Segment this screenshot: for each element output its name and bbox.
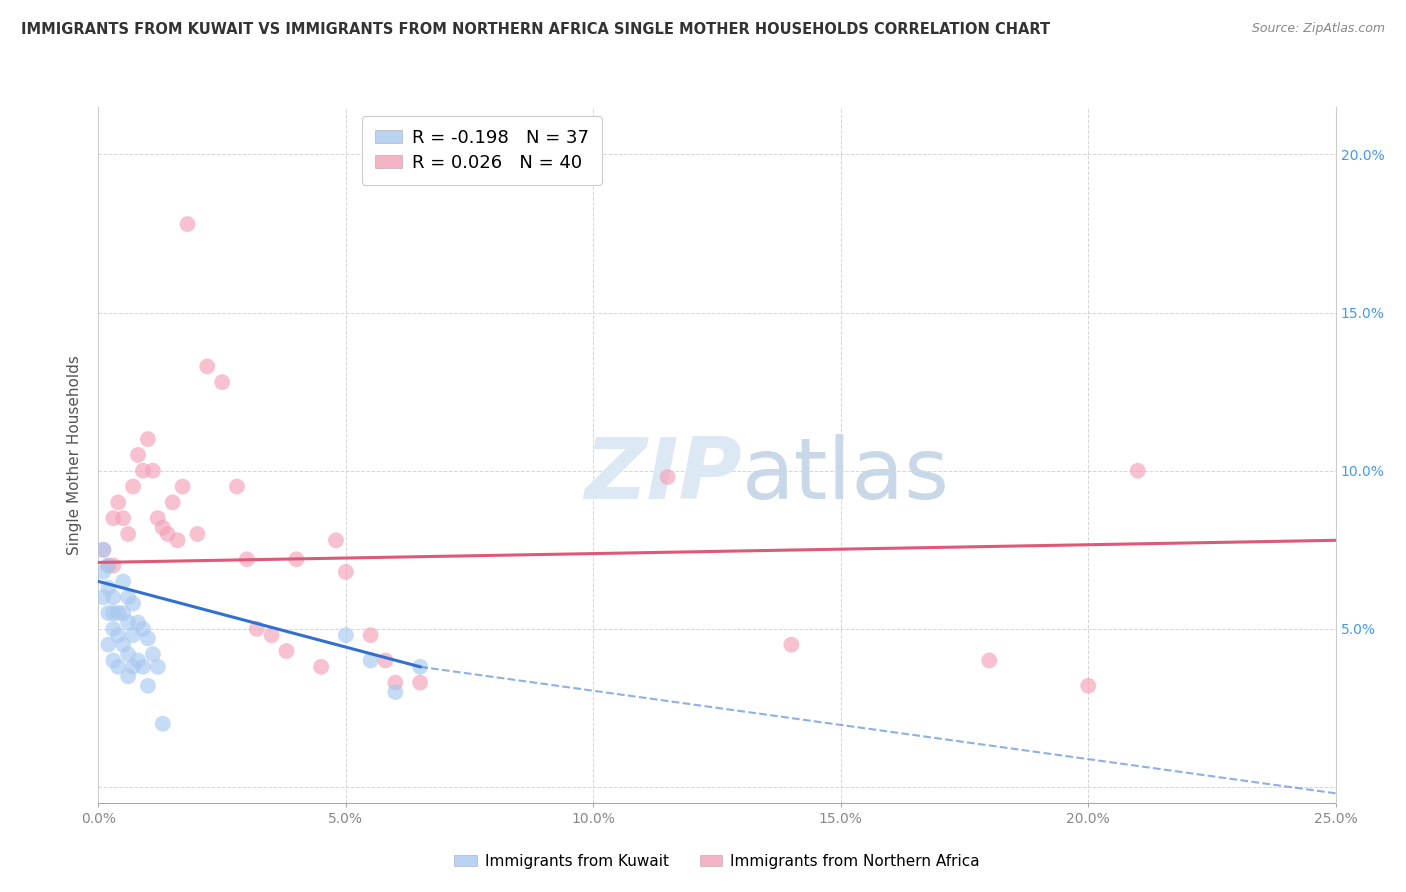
Point: [132, 464, 155, 478]
Text: atlas: atlas: [742, 434, 950, 517]
Point: [409, 660, 432, 674]
Point: [103, 606, 125, 620]
Point: [132, 622, 155, 636]
Point: [384, 675, 406, 690]
Point: [285, 552, 308, 566]
Point: [260, 628, 283, 642]
Point: [93, 542, 115, 557]
Point: [112, 574, 135, 589]
Point: [276, 644, 298, 658]
Point: [122, 628, 145, 642]
Point: [122, 597, 145, 611]
Point: [107, 660, 129, 674]
Legend: Immigrants from Kuwait, Immigrants from Northern Africa: Immigrants from Kuwait, Immigrants from …: [449, 848, 986, 875]
Point: [152, 716, 174, 731]
Point: [97, 606, 120, 620]
Point: [409, 675, 432, 690]
Point: [122, 660, 145, 674]
Text: Source: ZipAtlas.com: Source: ZipAtlas.com: [1251, 22, 1385, 36]
Point: [360, 628, 382, 642]
Point: [97, 581, 120, 595]
Point: [146, 511, 169, 525]
Point: [146, 660, 169, 674]
Point: [136, 679, 159, 693]
Point: [117, 615, 139, 630]
Point: [156, 527, 179, 541]
Point: [117, 527, 139, 541]
Point: [103, 622, 125, 636]
Point: [103, 511, 125, 525]
Point: [107, 495, 129, 509]
Y-axis label: Single Mother Households: Single Mother Households: [67, 355, 83, 555]
Point: [236, 552, 259, 566]
Point: [112, 511, 135, 525]
Point: [93, 591, 115, 605]
Point: [97, 558, 120, 573]
Point: [657, 470, 679, 484]
Point: [309, 660, 332, 674]
Point: [103, 558, 125, 573]
Point: [195, 359, 218, 374]
Point: [103, 653, 125, 667]
Point: [127, 653, 149, 667]
Point: [122, 479, 145, 493]
Point: [246, 622, 269, 636]
Point: [780, 638, 803, 652]
Point: [136, 432, 159, 446]
Point: [186, 527, 208, 541]
Point: [117, 647, 139, 661]
Point: [136, 632, 159, 646]
Point: [127, 448, 149, 462]
Point: [162, 495, 184, 509]
Point: [1126, 464, 1149, 478]
Point: [107, 606, 129, 620]
Point: [132, 660, 155, 674]
Point: [360, 653, 382, 667]
Point: [979, 653, 1001, 667]
Point: [107, 628, 129, 642]
Point: [117, 591, 139, 605]
Point: [335, 628, 357, 642]
Point: [142, 647, 165, 661]
Point: [97, 558, 120, 573]
Point: [127, 615, 149, 630]
Point: [152, 521, 174, 535]
Point: [172, 479, 194, 493]
Point: [97, 638, 120, 652]
Point: [374, 653, 396, 667]
Point: [93, 542, 115, 557]
Point: [226, 479, 249, 493]
Point: [211, 375, 233, 389]
Text: IMMIGRANTS FROM KUWAIT VS IMMIGRANTS FROM NORTHERN AFRICA SINGLE MOTHER HOUSEHOL: IMMIGRANTS FROM KUWAIT VS IMMIGRANTS FRO…: [21, 22, 1050, 37]
Point: [93, 565, 115, 579]
Point: [142, 464, 165, 478]
Text: ZIP: ZIP: [583, 434, 742, 517]
Point: [117, 669, 139, 683]
Point: [325, 533, 347, 548]
Point: [1077, 679, 1099, 693]
Point: [166, 533, 188, 548]
Point: [176, 217, 198, 231]
Point: [384, 685, 406, 699]
Point: [103, 591, 125, 605]
Point: [112, 638, 135, 652]
Point: [112, 606, 135, 620]
Point: [335, 565, 357, 579]
